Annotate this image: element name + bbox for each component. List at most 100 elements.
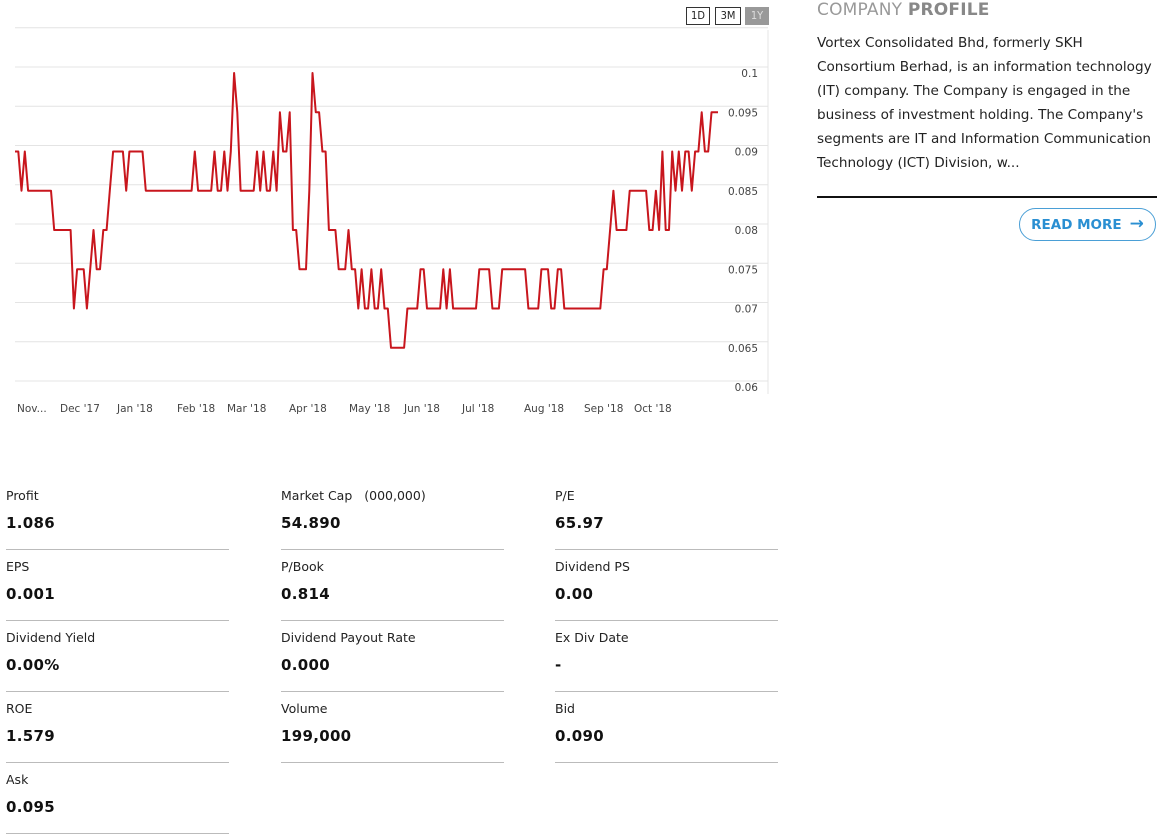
profile-divider [817,196,1157,198]
stat-divider [281,620,504,621]
stat-label: Dividend Yield [6,630,229,645]
profile-title: COMPANY PROFILE [817,0,990,20]
x-tick-label: Mar '18 [227,403,266,415]
range-1y-button[interactable]: 1Y [745,7,769,25]
stat-label-text: Market Cap [281,488,353,503]
price-series-line [15,72,718,349]
stat-label: EPS [6,559,229,574]
stat-value: 0.00 [555,585,594,603]
x-tick-label: Feb '18 [177,403,215,415]
stat-label-text: Profit [6,488,39,503]
stat-value: 0.001 [6,585,55,603]
stat-label: ROE [6,701,229,716]
stat-label: Bid [555,701,778,716]
arrow-right-icon: → [1129,214,1144,234]
stat-ask: Ask 0.095 [6,772,229,834]
stat-divider [555,549,778,550]
x-tick-label: Jan '18 [116,403,153,415]
stat-value: 199,000 [281,727,352,745]
stat-value: 0.090 [555,727,604,745]
read-more-label: READ MORE [1031,216,1122,233]
stat-label: Profit [6,488,229,503]
profile-title-light: COMPANY [817,0,903,20]
stat-label: Dividend PS [555,559,778,574]
stat-label-text: Dividend Payout Rate [281,630,416,645]
stat-label: P/E [555,488,778,503]
stat-divider [281,691,504,692]
range-3m-button[interactable]: 3M [715,7,741,25]
stat-value: 65.97 [555,514,604,532]
price-chart: 0.10.0950.090.0850.080.0750.070.0650.06 … [15,27,769,415]
stat-divider [6,762,229,763]
stat-label: Ask [6,772,229,787]
stat-value: 0.000 [281,656,330,674]
stat-divider [555,620,778,621]
stat-value: 0.00% [6,656,60,674]
x-tick-label: Jul '18 [461,403,494,415]
stat-roe: ROE 1.579 [6,701,229,763]
stat-volume: Volume 199,000 [281,701,504,763]
read-more-button[interactable]: READ MORE → [1019,208,1156,241]
stat-p-book: P/Book 0.814 [281,559,504,621]
stat-p-e: P/E 65.97 [555,488,778,550]
stat-dividend-ps: Dividend PS 0.00 [555,559,778,621]
stat-value: 0.814 [281,585,330,603]
stat-value: 1.579 [6,727,55,745]
stat-label-text: Dividend Yield [6,630,96,645]
profile-title-bold: PROFILE [907,0,990,20]
stat-label-text: Bid [555,701,575,716]
stat-value: 0.095 [6,798,55,816]
stat-dividend-payout-rate: Dividend Payout Rate 0.000 [281,630,504,692]
stat-label-text: P/Book [281,559,324,574]
stat-label: P/Book [281,559,504,574]
y-tick-label: 0.075 [728,264,758,276]
stat-divider [281,549,504,550]
x-tick-label: Nov... [17,403,47,415]
y-tick-label: 0.07 [735,304,758,316]
y-tick-label: 0.06 [735,382,759,394]
stat-divider [6,620,229,621]
x-tick-label: Aug '18 [524,403,564,415]
y-tick-label: 0.095 [728,107,758,119]
stat-value: 1.086 [6,514,55,532]
stat-label-text: ROE [6,701,33,716]
stat-divider [281,762,504,763]
stat-dividend-yield: Dividend Yield 0.00% [6,630,229,692]
stat-label-text: EPS [6,559,30,574]
stat-label-text: Ex Div Date [555,630,629,645]
stat-label-text: Volume [281,701,328,716]
stat-ex-div-date: Ex Div Date - [555,630,778,692]
x-tick-label: Sep '18 [584,403,623,415]
stat-divider [6,549,229,550]
range-1d-button[interactable]: 1D [686,7,710,25]
x-tick-label: May '18 [349,403,390,415]
x-tick-label: Dec '17 [60,403,100,415]
y-tick-label: 0.08 [735,225,758,237]
stat-label: Volume [281,701,504,716]
stat-market-cap: Market Cap (000,000) 54.890 [281,488,504,550]
y-tick-label: 0.09 [735,147,758,159]
stat-divider [555,762,778,763]
stat-label: Ex Div Date [555,630,778,645]
stat-divider [6,833,229,834]
x-tick-label: Apr '18 [289,403,327,415]
stat-label-text: Dividend PS [555,559,630,574]
x-tick-label: Jun '18 [403,403,440,415]
y-tick-label: 0.065 [728,343,758,355]
x-tick-label: Oct '18 [634,403,672,415]
profile-description: Vortex Consolidated Bhd, formerly SKH Co… [817,35,1152,171]
y-tick-label: 0.1 [741,68,758,80]
y-tick-label: 0.085 [728,186,758,198]
stat-label-text: P/E [555,488,575,503]
stat-profit: Profit 1.086 [6,488,229,550]
stat-unit: (000,000) [364,488,426,503]
stat-divider [555,691,778,692]
stat-value: - [555,656,562,674]
stat-bid: Bid 0.090 [555,701,778,763]
stat-value: 54.890 [281,514,341,532]
stat-divider [6,691,229,692]
stat-label: Market Cap (000,000) [281,488,504,503]
stat-label-text: Ask [6,772,29,787]
stat-label: Dividend Payout Rate [281,630,504,645]
stat-eps: EPS 0.001 [6,559,229,621]
